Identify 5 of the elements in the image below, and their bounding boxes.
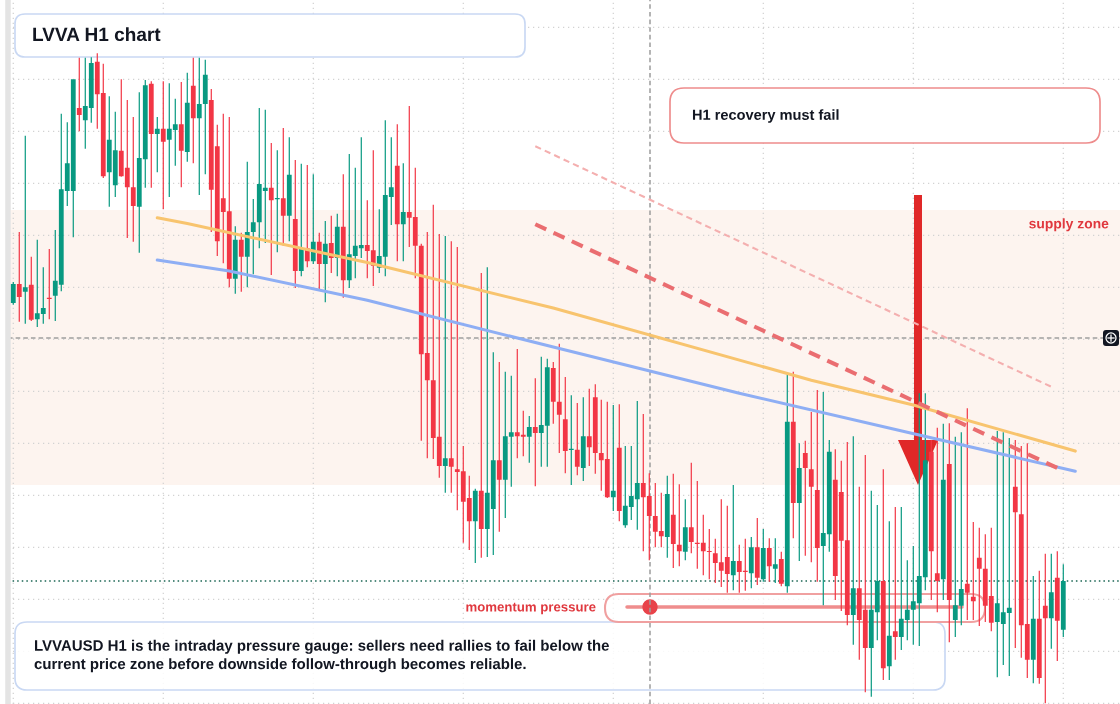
band-label: supply zone [1029, 218, 1109, 232]
chart-title: LVVA H1 chart [33, 27, 161, 42]
annotation: H1 recovery must fail [692, 109, 839, 123]
annotation: LVVAUSD H1 is the intraday pressure gauge: sellers need rallies to fail below the current price zone before downside follow-through becomes reliable. [34, 639, 609, 673]
annotation: momentum pressure [466, 602, 596, 615]
